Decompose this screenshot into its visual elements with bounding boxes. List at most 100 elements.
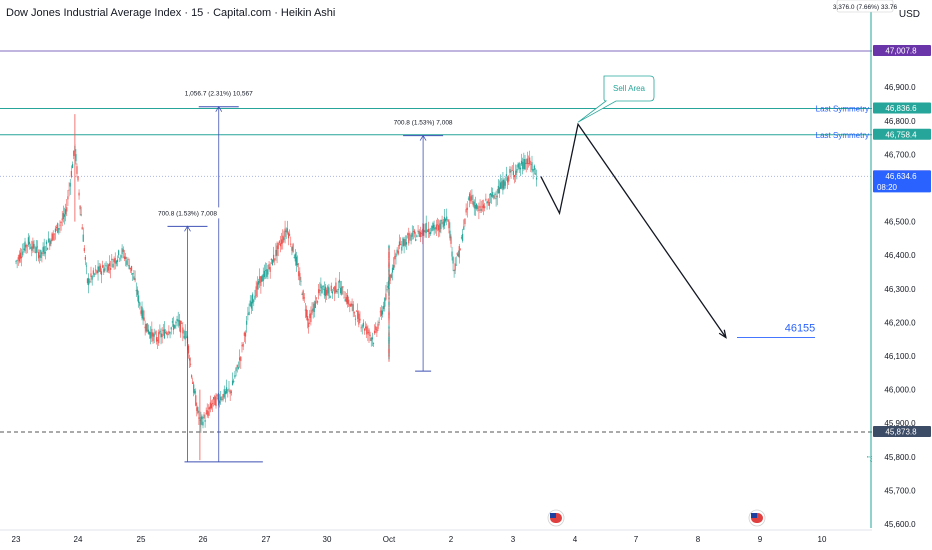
measure-arrowhead — [215, 105, 223, 112]
candle-body — [489, 193, 492, 196]
candle-body — [179, 320, 182, 333]
candle-body — [17, 257, 19, 260]
candle-body — [452, 257, 454, 264]
price-tag[interactable] — [873, 426, 931, 438]
candle-body — [419, 231, 421, 237]
price-tag[interactable] — [873, 170, 931, 193]
measure-label: 700.8 (1.53%) 7,008 — [158, 210, 217, 217]
sell-area-callout[interactable] — [577, 75, 655, 123]
candle-body — [257, 280, 260, 285]
candle-body — [22, 251, 24, 256]
y-tick-label: 46,300.0 — [884, 285, 916, 294]
candle-body — [359, 318, 361, 321]
candle-body — [71, 164, 74, 169]
candle-body — [69, 182, 71, 187]
candle-body — [28, 241, 31, 245]
candle-body — [119, 258, 121, 260]
candle-body — [486, 201, 488, 204]
candle-body — [46, 248, 49, 250]
candle-body — [388, 246, 390, 250]
y-tick-label: 46,000.0 — [884, 386, 916, 395]
candle-body — [497, 185, 499, 194]
candle-body — [387, 285, 389, 288]
candle-body — [25, 244, 27, 248]
candle-body — [297, 263, 299, 266]
price-tag[interactable] — [873, 45, 931, 56]
y-tick-label: 45,700.0 — [884, 486, 916, 495]
candle-body — [106, 266, 108, 273]
candle-body — [318, 289, 320, 294]
candle-body — [269, 267, 271, 272]
candle-body — [389, 274, 391, 281]
candle-body — [287, 232, 290, 239]
candle-body — [237, 367, 240, 369]
candle-body — [116, 259, 119, 262]
candle-body — [388, 336, 390, 341]
candle-body — [193, 384, 195, 393]
candle-body — [278, 241, 280, 244]
candle-body — [92, 270, 94, 275]
candle-body — [241, 345, 243, 347]
target-label: 46155 — [785, 323, 816, 335]
candle-body — [188, 358, 191, 361]
candle-body — [78, 192, 80, 196]
candle-body — [467, 198, 470, 200]
projection-line[interactable] — [540, 122, 727, 338]
candle-body — [242, 343, 244, 347]
price-tag[interactable] — [873, 102, 931, 114]
candle-body — [259, 276, 261, 283]
candle-body — [531, 162, 533, 171]
candle-body — [197, 407, 199, 413]
candle-body — [50, 240, 52, 244]
candle-body — [330, 285, 332, 292]
currency-label[interactable]: USD — [898, 9, 920, 20]
candle-body — [112, 263, 114, 268]
candle-body — [233, 380, 235, 383]
candle-body — [21, 256, 23, 259]
candle-body — [103, 268, 105, 273]
candle-body — [520, 160, 523, 165]
candle-body — [282, 235, 284, 244]
candle-body — [84, 256, 86, 260]
candle-body — [436, 224, 439, 226]
candle-body — [192, 382, 194, 384]
x-tick-label: 27 — [262, 535, 271, 544]
x-tick-label: 10 — [818, 535, 827, 544]
candle-body — [19, 252, 22, 259]
candle-body — [490, 194, 493, 197]
candle-body — [265, 270, 267, 271]
candle-body — [268, 264, 270, 270]
candle-body — [370, 337, 372, 342]
candle-body — [41, 252, 43, 255]
candle-body — [229, 390, 231, 394]
candle-body — [341, 286, 343, 295]
candle-body — [235, 367, 237, 372]
candle-body — [376, 329, 378, 333]
candle-body — [243, 332, 245, 336]
candle-body — [96, 270, 98, 274]
candle-body — [451, 251, 453, 257]
candle-body — [234, 375, 236, 378]
candle-body — [52, 233, 54, 240]
candle-body — [504, 181, 506, 186]
candle-body — [428, 232, 431, 234]
price-tag[interactable] — [873, 128, 931, 140]
candle-body — [412, 231, 415, 232]
candle-body — [400, 244, 402, 246]
candle-body — [248, 311, 250, 316]
candle-body — [161, 333, 163, 338]
candle-body — [91, 276, 93, 280]
candle-body — [350, 303, 352, 307]
candle-body — [121, 248, 123, 255]
candle-body — [113, 258, 115, 262]
candle-body — [309, 313, 311, 318]
candle-body — [308, 322, 310, 328]
candle-body — [480, 208, 482, 211]
candle-body — [433, 224, 435, 231]
candle-body — [465, 209, 467, 213]
x-tick-label: 25 — [137, 535, 146, 544]
candle-body — [536, 177, 538, 180]
candle-body — [469, 193, 471, 201]
candle-body — [190, 363, 192, 365]
